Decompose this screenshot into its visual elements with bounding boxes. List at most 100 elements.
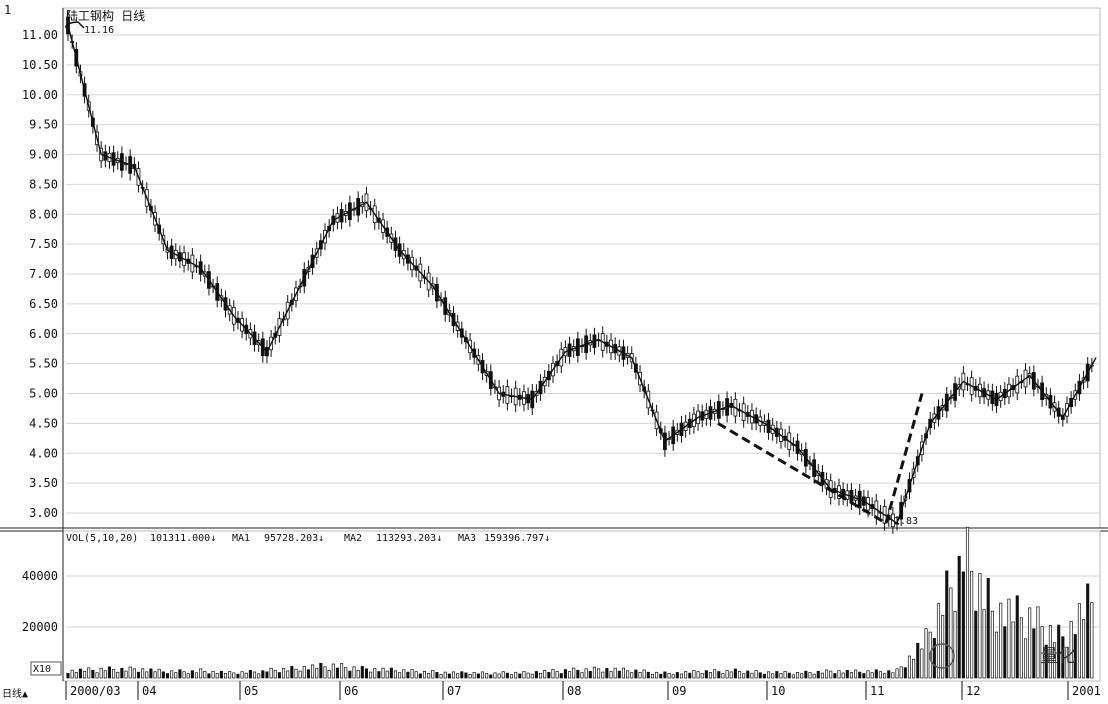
volume-bar <box>298 670 302 679</box>
volume-tick-label: 40000 <box>22 569 58 583</box>
volume-bar <box>103 670 107 679</box>
volume-bar <box>671 674 675 679</box>
trough-label: 2.83 <box>894 516 918 527</box>
price-tick-label: 3.50 <box>29 476 58 490</box>
volume-bar <box>534 671 538 679</box>
volume-panel-frame <box>62 530 1101 682</box>
price-tick-label: 8.50 <box>29 177 58 191</box>
volume-bar <box>398 672 402 679</box>
volume-bar <box>924 628 928 679</box>
volume-bar <box>1019 617 1023 679</box>
volume-bar <box>244 672 248 679</box>
volume-bar <box>443 671 447 679</box>
volume-bar <box>878 671 883 679</box>
volume-bar <box>456 673 460 679</box>
price-tick-label: 4.00 <box>29 446 58 460</box>
volume-bar <box>982 609 986 679</box>
volume-bar <box>941 614 945 679</box>
volume-bar <box>207 673 211 679</box>
volume-bar <box>874 669 878 679</box>
volume-bar <box>655 671 659 679</box>
volume-bar <box>791 674 795 679</box>
volume-bar <box>646 671 650 679</box>
time-axis-label: 04 <box>142 684 156 698</box>
volume-bar <box>1028 607 1032 679</box>
volume-bar <box>232 672 236 679</box>
price-tick-label: 5.50 <box>29 357 58 371</box>
volume-bar <box>377 671 381 679</box>
volume-bar <box>854 669 858 679</box>
volume-bar <box>895 668 899 679</box>
price-tick-label: 9.00 <box>29 148 58 162</box>
volume-bar <box>87 667 91 679</box>
volume-bar <box>501 671 505 679</box>
volume-bar <box>621 667 626 679</box>
volume-bar <box>580 672 584 679</box>
volume-bar <box>215 673 219 679</box>
volume-bar <box>746 670 750 679</box>
volume-bar <box>194 672 199 679</box>
volume-bar <box>725 670 729 679</box>
volume-readout-0: 101311.000↓ <box>150 533 216 544</box>
volume-bar <box>302 666 306 679</box>
volume-bar <box>1007 598 1011 679</box>
volume-bar <box>779 673 783 679</box>
volume-bar <box>410 669 414 679</box>
volume-bar <box>849 672 853 679</box>
volume-bar <box>696 671 700 679</box>
volume-bar <box>290 666 294 679</box>
volume-bar <box>327 670 331 679</box>
volume-bar <box>543 670 547 679</box>
volume-bar <box>576 669 580 679</box>
volume-bar <box>858 671 862 679</box>
volume-bar <box>936 603 941 679</box>
volume-bar <box>597 668 601 679</box>
volume-bar <box>833 673 837 679</box>
volume-bar <box>887 670 891 679</box>
watermark-text: 量化 <box>1040 646 1076 667</box>
price-tick-label: 7.50 <box>29 237 58 251</box>
volume-readout-1-label: MA1 <box>232 533 250 544</box>
volume-bar <box>439 674 443 679</box>
peak-label: 11.16 <box>84 25 114 36</box>
time-axis-label: 2001 <box>1072 684 1101 698</box>
volume-bar <box>248 669 252 679</box>
volume-bar <box>530 673 534 679</box>
volume-bar <box>199 668 203 679</box>
volume-bar <box>737 671 742 679</box>
volume-bar <box>961 571 965 679</box>
volume-tick-label: 20000 <box>22 620 58 634</box>
volume-bar <box>509 674 514 679</box>
volume-bar <box>891 672 895 679</box>
volume-bar <box>1011 621 1015 679</box>
time-axis-label: 09 <box>672 684 686 698</box>
volume-bar <box>766 671 771 679</box>
volume-bar <box>472 672 476 679</box>
volume-bar <box>145 671 149 679</box>
price-tick-label: 10.50 <box>22 58 58 72</box>
volume-bar <box>323 666 327 679</box>
volume-bar <box>829 670 833 679</box>
volume-bar <box>675 672 679 679</box>
volume-bar <box>170 670 174 679</box>
multiplier-label: X10 <box>33 664 51 675</box>
volume-bar <box>1086 583 1090 679</box>
time-axis-label: 11 <box>870 684 884 698</box>
volume-bar <box>141 668 145 679</box>
trend-annotations <box>717 393 924 525</box>
volume-bar <box>750 672 754 679</box>
volume-bar <box>650 674 655 679</box>
volume-bar <box>464 672 468 679</box>
volume-bar <box>422 670 427 679</box>
volume-bar <box>257 673 261 679</box>
volume-bar <box>1077 603 1081 679</box>
volume-bar <box>700 673 704 679</box>
volume-bar <box>613 667 617 679</box>
volume-bar <box>294 668 298 679</box>
volume-bar <box>547 672 551 679</box>
time-axis-label: 07 <box>447 684 461 698</box>
price-tick-label: 4.50 <box>29 416 58 430</box>
volume-bar <box>986 578 990 679</box>
volume-bar <box>273 669 277 679</box>
